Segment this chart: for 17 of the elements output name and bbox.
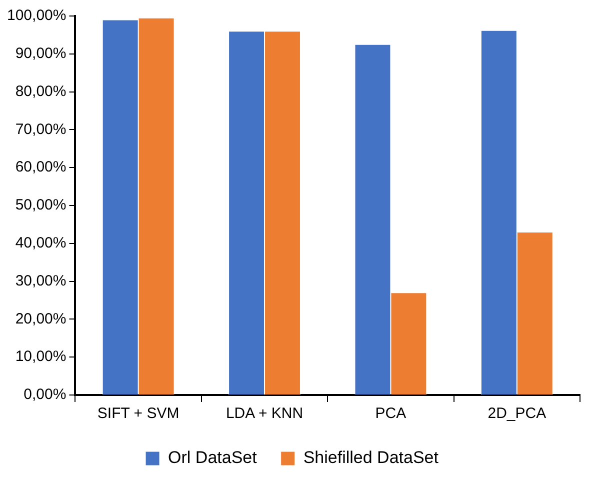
y-tick-label: 100,00% xyxy=(7,7,66,24)
legend-label: Orl DataSet xyxy=(168,448,258,468)
legend-label: Shiefilled DataSet xyxy=(303,448,439,468)
y-tick-label: 90,00% xyxy=(15,45,66,62)
x-tick-label: LDA + KNN xyxy=(226,405,304,422)
x-tick-label: PCA xyxy=(375,405,406,422)
y-tick-label: 10,00% xyxy=(15,348,66,366)
y-tick-label: 50,00% xyxy=(15,196,66,214)
y-tick-label: 30,00% xyxy=(15,272,66,290)
y-tick-label: 70,00% xyxy=(15,120,66,138)
y-tick-label: 40,00% xyxy=(15,234,66,252)
y-tick-label: 60,00% xyxy=(15,158,66,176)
y-tick-label: 20,00% xyxy=(15,310,66,328)
x-tick-label: SIFT + SVM xyxy=(97,405,180,422)
y-tick-label: 80,00% xyxy=(15,82,66,100)
y-tick-label: 0,00% xyxy=(24,386,66,404)
x-tick-label: 2D_PCA xyxy=(488,405,546,422)
